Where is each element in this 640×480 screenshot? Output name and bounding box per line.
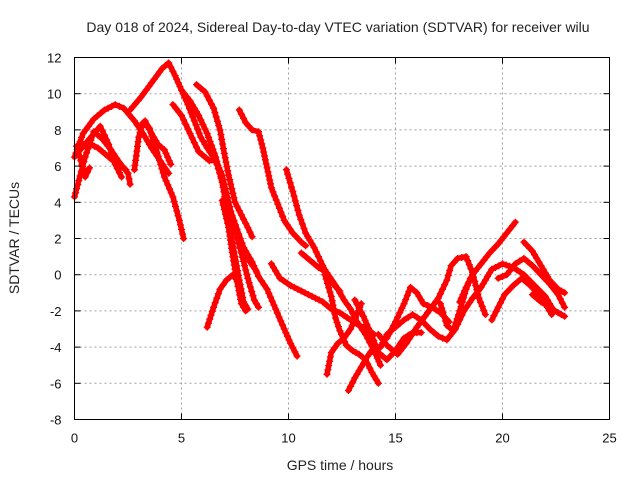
series-track-21: [344, 343, 378, 394]
x-tick-label: 25: [602, 431, 616, 446]
series-markers: [456, 218, 519, 306]
series-trace: [76, 139, 129, 173]
x-tick-label: 0: [71, 431, 78, 446]
series-markers: [141, 117, 175, 168]
series-markers: [218, 197, 250, 315]
x-tick-label: 5: [178, 431, 185, 446]
y-tick-label: 6: [54, 159, 61, 174]
series-track-18: [297, 249, 384, 369]
x-tick-label: 20: [495, 431, 509, 446]
series-markers: [235, 106, 310, 250]
series-track-05: [73, 142, 93, 181]
y-tick-label: 4: [54, 195, 61, 210]
series-markers: [344, 343, 378, 394]
grid-lines: [74, 57, 610, 420]
y-tick-label: -2: [50, 304, 62, 319]
y-tick-label: 8: [54, 123, 61, 138]
series-trace: [298, 250, 384, 368]
series-track-23: [377, 260, 558, 351]
y-tick-label: 10: [47, 87, 61, 102]
series-markers: [231, 227, 301, 360]
y-axis-label: SDTVAR / TECUs: [6, 182, 22, 294]
series-markers: [529, 291, 569, 320]
y-tick-label: -6: [50, 376, 62, 391]
y-tick-label: -4: [50, 340, 62, 355]
series-track-31: [529, 291, 569, 320]
series-track-30: [520, 238, 569, 297]
series-markers: [169, 101, 262, 311]
x-tick-label: 10: [281, 431, 295, 446]
y-tick-label: -8: [50, 413, 62, 428]
series-track-29: [494, 254, 569, 311]
series-trace: [283, 166, 343, 294]
series-markers: [193, 81, 256, 241]
series-track-15: [231, 227, 301, 360]
series-markers: [73, 142, 93, 181]
series-track-25: [374, 253, 489, 358]
series-trace: [131, 119, 187, 242]
y-tick-label: 12: [47, 51, 61, 66]
x-axis-label: GPS time / hours: [287, 457, 394, 473]
x-tick-label: 15: [388, 431, 402, 446]
y-tick-label: 2: [54, 232, 61, 247]
series-track-11: [193, 81, 256, 241]
series-track-07: [130, 119, 188, 242]
data-series: [71, 59, 569, 394]
series-markers: [297, 249, 384, 369]
series-track-27: [456, 218, 519, 306]
series-track-09: [169, 101, 262, 311]
series-markers: [520, 238, 569, 297]
series-trace: [456, 219, 519, 305]
series-track-14: [235, 106, 310, 250]
series-track-19: [321, 271, 382, 387]
y-tick-label: 0: [54, 268, 61, 283]
series-track-08: [141, 117, 175, 168]
series-trace: [170, 101, 262, 311]
series-track-13: [218, 197, 250, 315]
chart-title: Day 018 of 2024, Sidereal Day-to-day VTE…: [86, 19, 589, 35]
series-markers: [374, 253, 489, 358]
